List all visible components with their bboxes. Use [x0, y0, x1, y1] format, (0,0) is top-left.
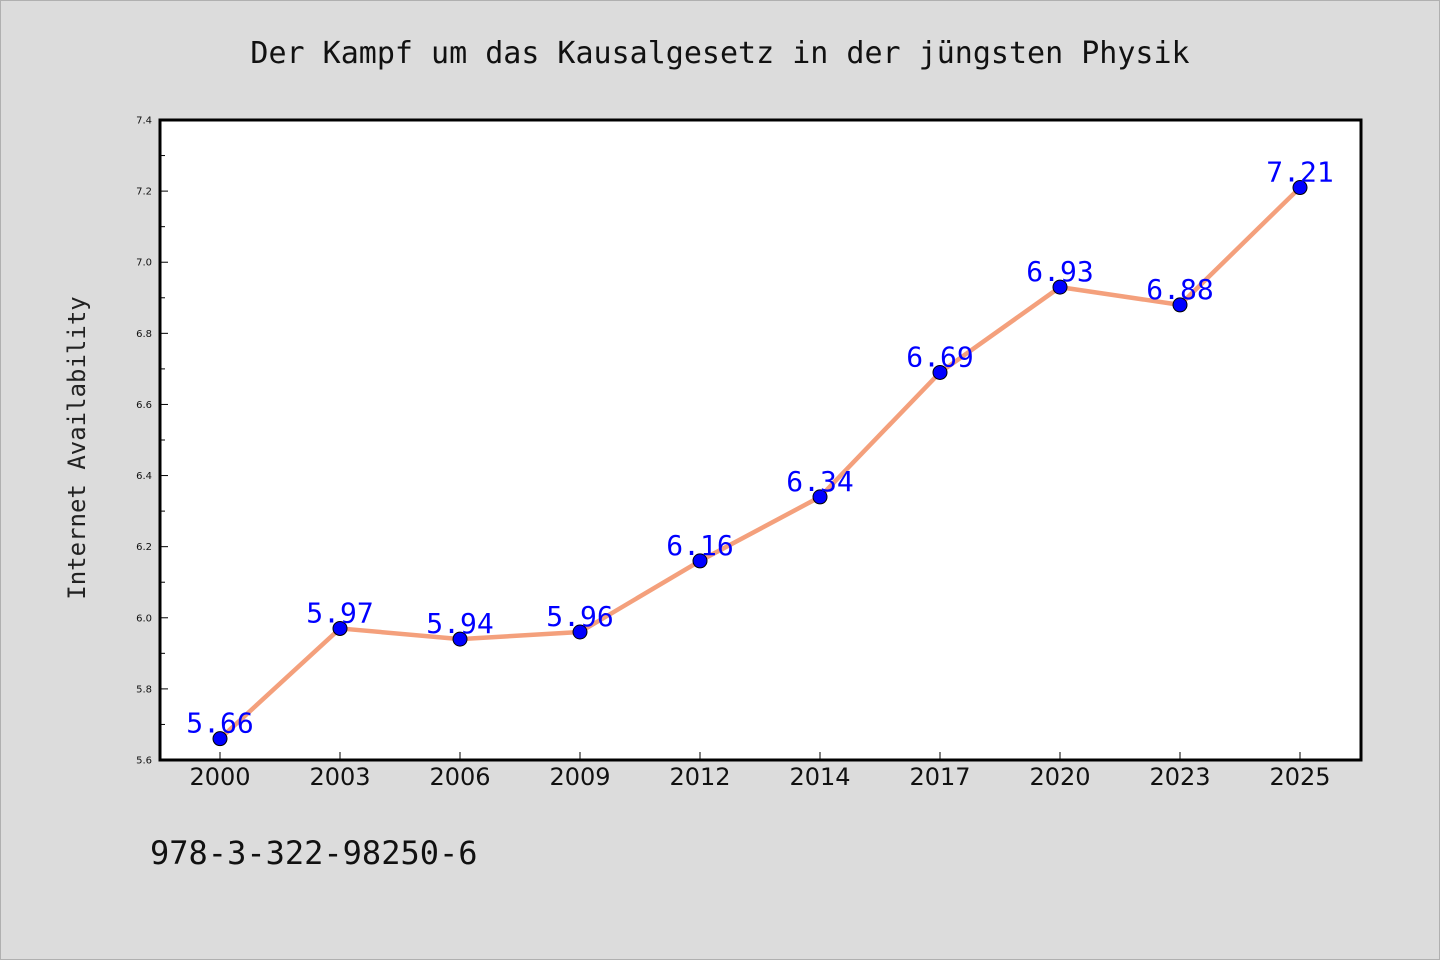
x-tick-label: 2017	[909, 763, 970, 791]
data-label: 6.93	[1026, 255, 1093, 288]
plot-area	[160, 120, 1361, 760]
series-group: 5.66 5.97 5.94 5.96 6.16 6.34 6.69 6.93 6.88 7.21	[186, 156, 1334, 747]
data-label: 5.97	[306, 596, 373, 629]
x-tick-label: 2000	[189, 763, 250, 791]
data-label: 6.69	[906, 340, 973, 373]
data-label: 6.16	[666, 529, 733, 562]
x-axis-ticks: 2000 2003 2006 2009 2012 2014 2017 2020 2023 2025	[189, 752, 1331, 791]
y-axis-label: Internet Availability	[63, 296, 91, 599]
y-tick-label: 6.6	[136, 400, 152, 411]
data-point	[332, 620, 348, 636]
x-tick-label: 2014	[789, 763, 850, 791]
data-label: 6.34	[786, 465, 853, 498]
x-tick-label: 2012	[669, 763, 730, 791]
data-point	[932, 364, 948, 380]
series-line	[218, 185, 1302, 741]
x-tick-label: 2006	[429, 763, 490, 791]
x-tick-label: 2003	[309, 763, 370, 791]
x-tick-label: 2020	[1029, 763, 1090, 791]
data-point	[452, 631, 468, 647]
y-tick-label: 6.2	[136, 542, 152, 553]
y-tick-label: 7.4	[136, 116, 152, 127]
chart-title: Der Kampf um das Kausalgesetz in der jün…	[250, 36, 1189, 71]
y-tick-label: 6.4	[136, 471, 152, 482]
x-tick-label: 2025	[1269, 763, 1330, 791]
x-tick-label: 2023	[1149, 763, 1210, 791]
data-point	[1172, 297, 1188, 313]
data-label: 5.94	[426, 607, 493, 640]
data-point	[1292, 180, 1308, 196]
data-label: 5.96	[546, 600, 613, 633]
data-point	[692, 553, 708, 569]
data-point	[212, 731, 228, 747]
isbn-text: 978-3-322-98250-6	[150, 834, 478, 872]
data-point	[572, 624, 588, 640]
y-tick-label: 7.0	[136, 258, 152, 269]
data-point	[1052, 279, 1068, 295]
y-tick-label: 5.6	[136, 756, 152, 767]
y-tick-label: 6.8	[136, 329, 152, 340]
y-tick-label: 6.0	[136, 613, 152, 624]
data-label: 6.88	[1146, 273, 1213, 306]
plot-frame	[158, 118, 1363, 762]
data-label: 7.21	[1266, 156, 1333, 189]
data-label: 5.66	[186, 707, 253, 740]
y-tick-label: 5.8	[136, 684, 152, 695]
x-tick-label: 2009	[549, 763, 610, 791]
y-tick-label: 7.2	[136, 187, 152, 198]
data-point	[812, 489, 828, 505]
